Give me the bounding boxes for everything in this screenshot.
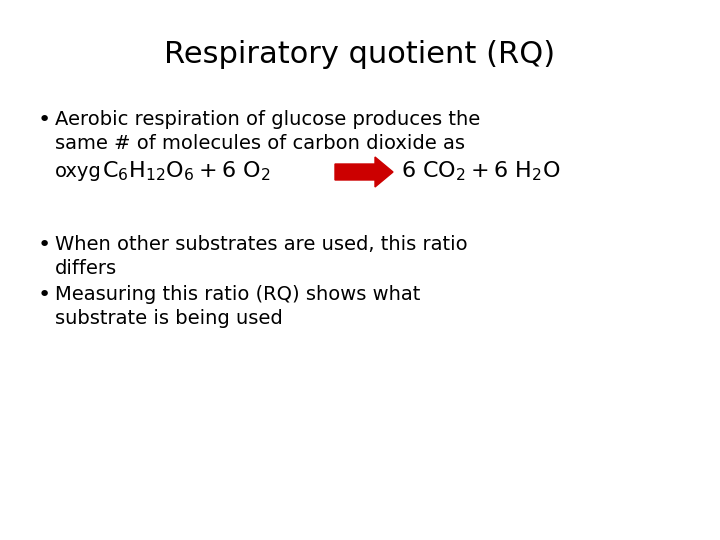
Text: same # of molecules of carbon dioxide as: same # of molecules of carbon dioxide as (55, 134, 465, 153)
Text: Aerobic respiration of glucose produces the: Aerobic respiration of glucose produces … (55, 110, 480, 129)
Text: •: • (38, 285, 51, 305)
Text: differs: differs (55, 259, 117, 278)
Text: oxyg: oxyg (55, 162, 102, 181)
Text: •: • (38, 110, 51, 130)
Text: $\mathregular{C_6H_{12}O_6 + 6\ O_2}$: $\mathregular{C_6H_{12}O_6 + 6\ O_2}$ (102, 159, 271, 183)
Text: Measuring this ratio (RQ) shows what: Measuring this ratio (RQ) shows what (55, 285, 420, 304)
Text: $\mathregular{6\ CO_2 + 6\ H_2O}$: $\mathregular{6\ CO_2 + 6\ H_2O}$ (401, 159, 561, 183)
Text: substrate is being used: substrate is being used (55, 309, 283, 328)
Text: •: • (38, 235, 51, 255)
Text: Respiratory quotient (RQ): Respiratory quotient (RQ) (164, 40, 556, 69)
Polygon shape (335, 157, 393, 187)
Text: When other substrates are used, this ratio: When other substrates are used, this rat… (55, 235, 467, 254)
